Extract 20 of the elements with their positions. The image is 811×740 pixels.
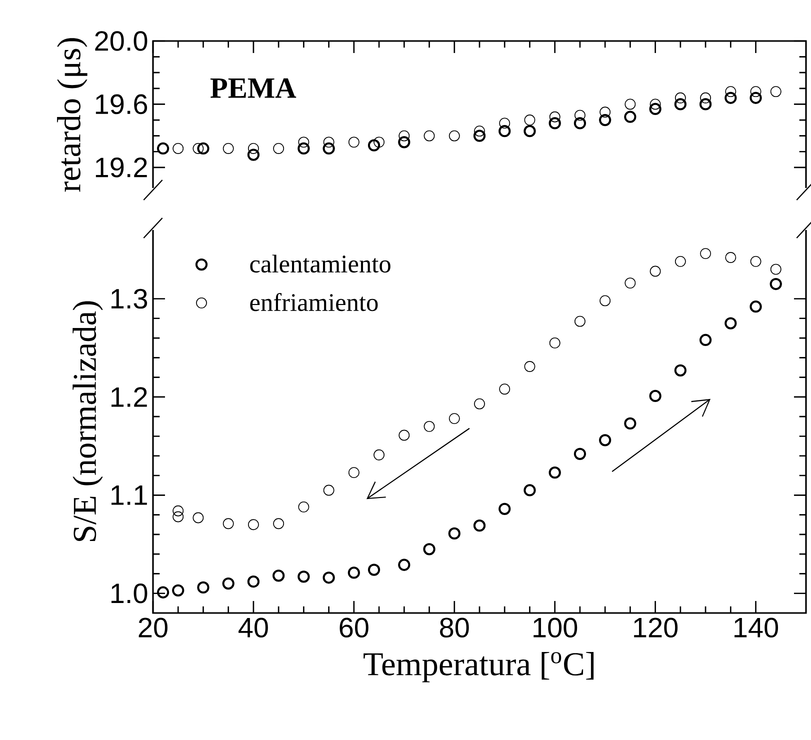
y-axis-title: S/E (normalizada) bbox=[72, 301, 103, 541]
x-tick-label: 40 bbox=[238, 618, 268, 638]
text: PEMA bbox=[210, 78, 296, 98]
y-tick-label: 19.6 bbox=[96, 94, 148, 114]
legend-label: calentamiento bbox=[250, 254, 390, 273]
y-tick-label: 1.0 bbox=[112, 583, 148, 604]
x-tick-label: 20 bbox=[138, 618, 168, 638]
legend-label: enfriamiento bbox=[250, 293, 378, 312]
x-tick-label: 60 bbox=[340, 618, 368, 638]
y-axis-title: retardo (μs) bbox=[57, 38, 88, 192]
y-tick-label: 20.0 bbox=[95, 31, 148, 51]
x-tick-label: 120 bbox=[634, 618, 678, 638]
x-axis-title: Temperatura [$^{o}$C] bbox=[364, 652, 594, 682]
x-tick-label: 100 bbox=[534, 618, 578, 638]
x-tick-label: 80 bbox=[440, 618, 469, 638]
y-tick-label: 1.1 bbox=[112, 486, 147, 505]
x-tick-label: 140 bbox=[734, 618, 778, 638]
y-tick-label: 19.2 bbox=[96, 158, 147, 178]
y-tick-label: 1.3 bbox=[112, 288, 148, 309]
y-tick-label: 1.2 bbox=[112, 387, 147, 407]
